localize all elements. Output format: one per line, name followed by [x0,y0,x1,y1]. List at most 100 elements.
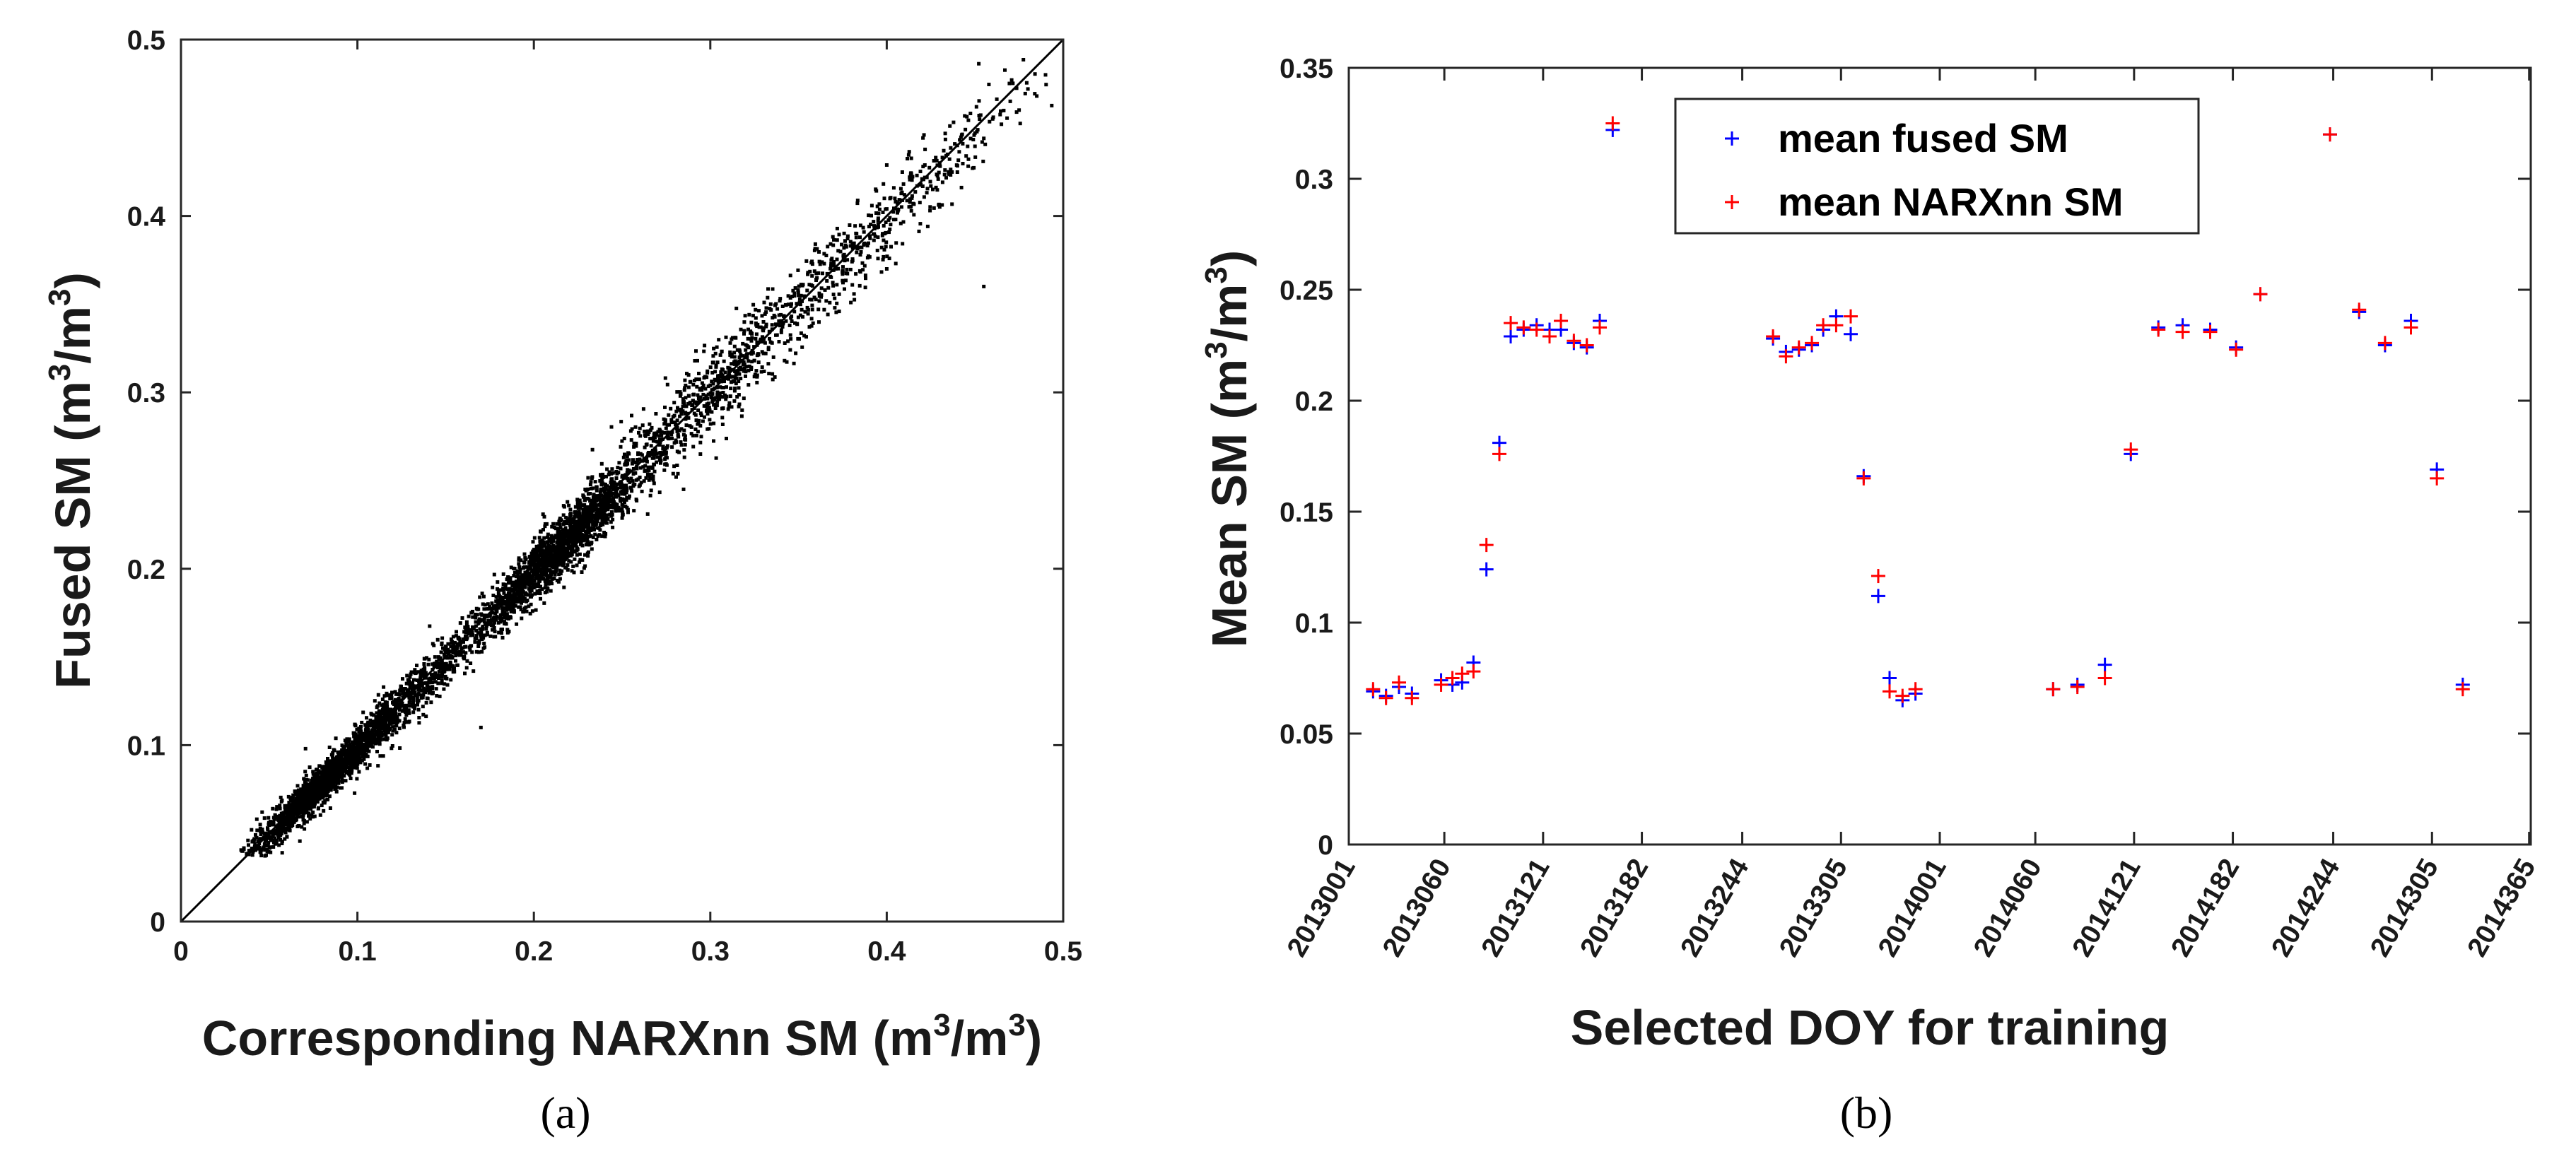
scatter-point [385,736,390,740]
scatter-point [469,611,474,615]
scatter-point [619,420,623,424]
scatter-point [271,806,275,811]
scatter-point [661,447,665,451]
scatter-point [258,823,262,827]
scatter-point [515,580,520,584]
scatter-point [529,576,533,580]
scatter-point [528,589,532,594]
scatter-point [823,288,827,292]
scatter-point [793,321,797,325]
scatter-point [982,284,986,288]
scatter-point [383,709,387,713]
scatter-point [702,376,706,380]
scatter-point [619,490,623,494]
scatter-point [701,386,705,389]
scatter-point [558,539,563,543]
scatter-point [620,507,624,511]
scatter-point [537,577,541,580]
scatter-point [426,681,431,685]
scatter-point [345,739,349,743]
scatter-point [280,851,284,855]
scatter-point [540,543,544,547]
scatter-point [561,530,566,534]
scatter-point [459,653,463,657]
scatter-point [556,551,561,555]
scatter-point [754,336,758,341]
scatter-point [518,571,522,575]
scatter-point [506,630,510,634]
scatter-point [623,486,626,490]
scatter-point [494,595,498,599]
scatter-point [529,551,534,555]
scatter-point [353,791,357,795]
scatter-point [766,287,770,291]
scatter-point [503,613,507,618]
scatter-point [798,313,802,317]
scatter-point [615,471,619,476]
scatter-point [269,850,273,854]
scatter-point [541,512,545,517]
scatter-point [302,821,306,825]
scatter-point [473,640,477,644]
scatter-point [703,415,706,419]
scatter-point [315,798,319,802]
scatter-point [942,148,946,153]
scatter-point [698,452,703,456]
scatter-point [344,764,349,768]
scatter-point [378,754,382,758]
scatter-point [358,758,362,763]
scatter-point [650,451,654,455]
scatter-point [789,304,793,308]
scatter-point [838,249,843,254]
scatter-point [380,708,385,712]
scatter-point [699,435,703,439]
scatter-point [755,373,759,377]
scatter-point [585,509,589,513]
scatter-point [305,806,310,811]
scatter-point [943,137,947,141]
scatter-point [728,350,732,354]
scatter-point [822,261,826,266]
scatter-point [594,517,598,521]
scatter-point [620,502,624,507]
scatter-point [311,799,315,803]
scatter-point [503,621,508,625]
scatter-point [595,538,599,541]
scatter-point [510,602,514,606]
scatter-point [444,645,448,649]
scatter-point [623,463,627,467]
scatter-point [734,306,739,310]
scatter-point [259,847,263,852]
scatter-point [576,506,580,510]
scatter-point [361,731,365,736]
scatter-point [311,792,315,796]
scatter-point [292,811,296,816]
scatter-point [320,804,324,808]
scatter-point [777,313,781,317]
scatter-point [374,733,377,737]
scatter-point [262,847,266,851]
scatter-point [320,789,324,793]
scatter-point [578,533,582,537]
scatter-point [676,406,679,410]
scatter-point [346,743,349,748]
scatter-point [609,520,613,524]
scatter-point [665,382,669,387]
scatter-point [754,369,759,373]
scatter-point [422,662,426,666]
scatter-point [365,716,368,720]
scatter-point [604,495,609,500]
scatter-point [431,687,435,691]
scatter-point [259,837,263,842]
scatter-point [681,487,686,491]
scatter-point [385,693,389,698]
scatter-point [928,180,932,184]
scatter-point [267,822,271,826]
scatter-point [747,312,751,317]
scatter-point [432,664,436,669]
scatter-point [250,853,254,857]
scatter-point [412,678,416,682]
scatter-point [964,127,968,131]
scatter-point [899,205,903,209]
